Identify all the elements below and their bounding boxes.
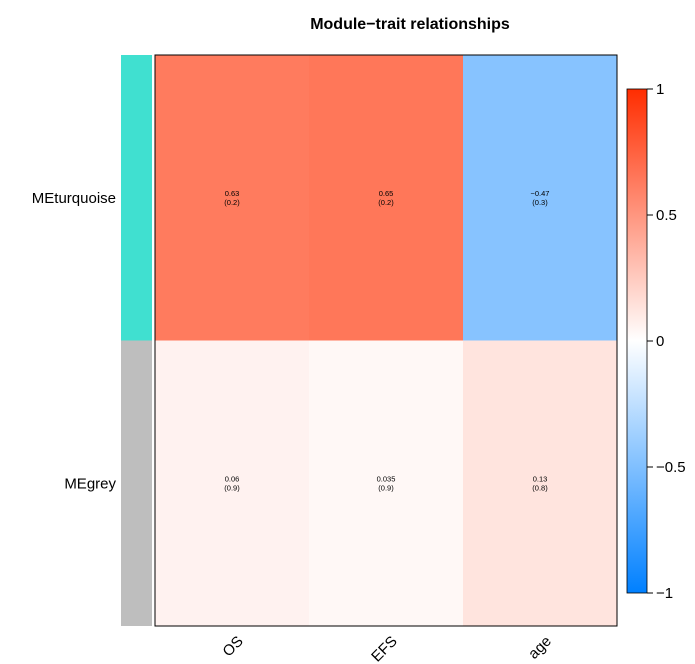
heatmap-cell [155, 340, 310, 627]
module-color-bars [121, 55, 152, 626]
heatmap-cell [309, 55, 464, 341]
module-color-bar-megrey [121, 340, 152, 626]
column-label-age: age [525, 633, 555, 663]
colorbar-tick-label: 0 [656, 333, 664, 350]
cell-value-label: 0.035 [377, 474, 396, 483]
column-labels: OS EFS age [219, 633, 554, 664]
cell-value-label: −0.47 [531, 189, 550, 198]
module-color-bar-meturquoise [121, 55, 152, 341]
colorbar-tick-label: −1 [656, 585, 673, 602]
row-label: MEgrey [64, 475, 116, 492]
heatmap-cell [309, 340, 464, 627]
cell-value-label: 0.13 [533, 474, 548, 483]
cell-pvalue-label: (0.2) [224, 198, 240, 207]
row-labels: MEturquoise MEgrey [32, 190, 117, 493]
cell-value-label: 0.65 [379, 189, 394, 198]
heatmap-cell [463, 55, 618, 341]
chart-title: Module−trait relationships [310, 16, 510, 33]
cell-pvalue-label: (0.8) [532, 483, 548, 492]
cell-pvalue-label: (0.9) [378, 483, 394, 492]
colorbar-tick-label: −0.5 [656, 459, 686, 476]
heatmap-cell [155, 55, 310, 341]
heatmap-cells [155, 55, 618, 627]
cell-pvalue-label: (0.3) [532, 198, 548, 207]
colorbar-tick-label: 1 [656, 81, 664, 98]
cell-value-label: 0.63 [225, 189, 240, 198]
column-label-os: OS [219, 633, 246, 660]
colorbar-gradient [626, 88, 648, 594]
cell-value-label: 0.06 [225, 474, 240, 483]
cell-pvalue-label: (0.9) [224, 483, 240, 492]
row-label: MEturquoise [32, 190, 116, 207]
cell-labels: 0.63(0.2)0.65(0.2)−0.47(0.3)0.06(0.9)0.0… [224, 189, 549, 493]
cell-pvalue-label: (0.2) [378, 198, 394, 207]
colorbar: 1 0.5 0 −0.5 −1 [626, 81, 686, 602]
colorbar-tick-label: 0.5 [656, 207, 677, 224]
heatmap-cell [463, 340, 618, 627]
colorbar-ticks: 1 0.5 0 −0.5 −1 [647, 81, 686, 602]
column-label-efs: EFS [368, 633, 401, 664]
heatmap-frame [154, 54, 618, 627]
